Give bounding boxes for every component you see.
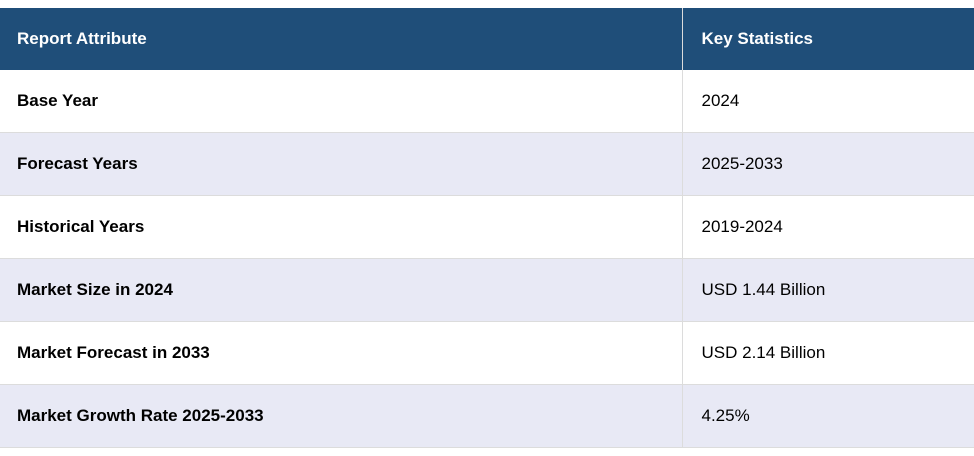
value-cell: 2025-2033 [682,132,974,196]
attribute-cell: Market Growth Rate 2025-2033 [0,384,683,448]
table-row: Market Forecast in 2033 USD 2.14 Billion [0,321,974,385]
attribute-cell: Market Forecast in 2033 [0,321,683,385]
table-header: Report Attribute Key Statistics [0,8,974,70]
value-cell: 2024 [682,70,974,133]
table-row: Market Size in 2024 USD 1.44 Billion [0,258,974,322]
header-report-attribute: Report Attribute [0,8,683,70]
table-body: Base Year 2024 Forecast Years 2025-2033 … [0,70,974,448]
header-key-statistics: Key Statistics [682,8,974,70]
attribute-cell: Forecast Years [0,132,683,196]
value-cell: 4.25% [682,384,974,448]
attribute-cell: Market Size in 2024 [0,258,683,322]
report-statistics-table: Report Attribute Key Statistics Base Yea… [0,8,974,448]
value-cell: 2019-2024 [682,195,974,259]
table-row: Historical Years 2019-2024 [0,195,974,259]
table-row: Base Year 2024 [0,70,974,133]
attribute-cell: Historical Years [0,195,683,259]
value-cell: USD 1.44 Billion [682,258,974,322]
header-row: Report Attribute Key Statistics [0,8,974,70]
table-row: Forecast Years 2025-2033 [0,132,974,196]
attribute-cell: Base Year [0,70,683,133]
table-row: Market Growth Rate 2025-2033 4.25% [0,384,974,448]
value-cell: USD 2.14 Billion [682,321,974,385]
